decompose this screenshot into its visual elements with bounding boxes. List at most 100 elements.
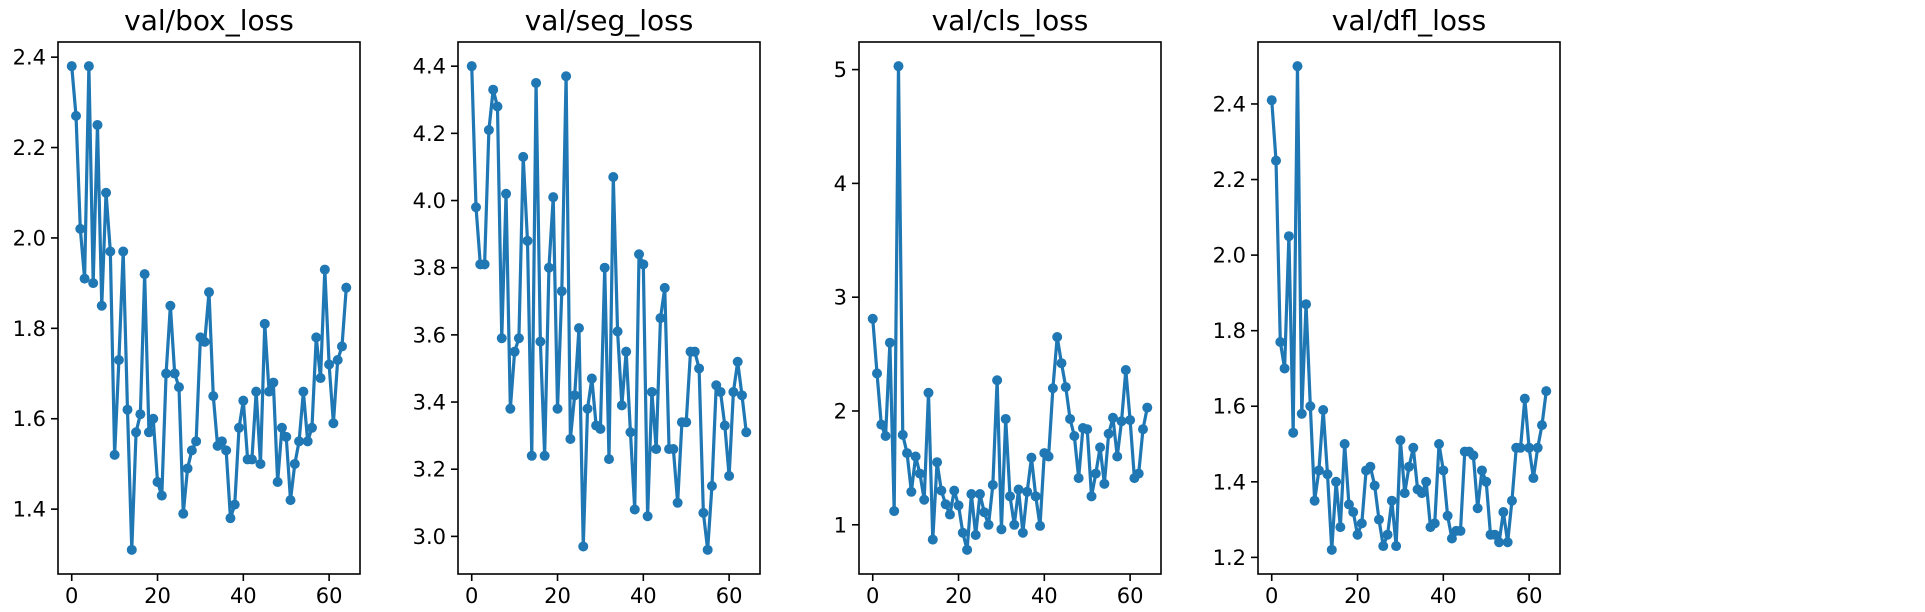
data-point [264, 386, 275, 397]
data-point [306, 422, 317, 433]
data-point [949, 485, 960, 496]
data-point [970, 530, 981, 541]
data-point [246, 454, 257, 465]
data-point [556, 286, 567, 297]
data-point [135, 409, 146, 420]
data-point [880, 431, 891, 442]
data-point [501, 188, 512, 199]
data-point [638, 259, 649, 270]
data-point [488, 84, 499, 95]
data-point [1416, 488, 1427, 499]
data-point [199, 336, 210, 347]
data-point [1013, 484, 1024, 495]
data-point [251, 386, 262, 397]
data-point [634, 249, 645, 260]
data-point [496, 333, 507, 344]
data-point [1095, 442, 1106, 453]
x-tick-label: 60 [716, 584, 743, 608]
data-point [706, 481, 717, 492]
data-point [1369, 480, 1380, 491]
data-point [289, 458, 300, 469]
y-tick-label: 1.4 [1213, 470, 1246, 494]
data-point [1275, 337, 1286, 348]
y-tick-label: 1.8 [1213, 319, 1246, 343]
data-point [1090, 468, 1101, 479]
data-point [105, 246, 116, 257]
data-point [109, 449, 120, 460]
data-point [923, 387, 934, 398]
data-point [543, 262, 554, 273]
subplot-cls-loss: val/cls_loss 1 2 3 4 5 0 20 40 60 [834, 4, 1162, 608]
data-point [728, 386, 739, 397]
x-tick-label: 0 [65, 584, 78, 608]
data-point [165, 300, 176, 311]
data-point [565, 433, 576, 444]
data-point [118, 246, 129, 257]
data-point [302, 436, 313, 447]
data-point [1279, 363, 1290, 374]
data-point [1116, 416, 1127, 427]
data-point [479, 259, 490, 270]
y-tick-label: 2.2 [1213, 168, 1246, 192]
data-point [655, 313, 666, 324]
data-point [715, 386, 726, 397]
data-point [595, 423, 606, 434]
series-line [470, 64, 748, 552]
data-point [940, 499, 951, 510]
data-point [255, 458, 266, 469]
data-point [88, 278, 99, 289]
subplot-title: val/cls_loss [932, 4, 1089, 37]
data-point [71, 110, 82, 121]
data-point [698, 507, 709, 518]
data-point [1536, 420, 1547, 431]
data-point [66, 61, 77, 72]
data-point [987, 479, 998, 490]
subplot-title: val/box_loss [124, 4, 294, 37]
x-tick-label: 0 [1265, 584, 1278, 608]
data-point [1391, 541, 1402, 552]
data-point [651, 444, 662, 455]
data-point [910, 451, 921, 462]
data-point [208, 391, 219, 402]
y-tick-label: 2.4 [1213, 92, 1246, 116]
data-point [1142, 402, 1153, 413]
data-point [936, 485, 947, 496]
data-point [1481, 476, 1492, 487]
data-point [234, 422, 245, 433]
y-tick-label: 4 [834, 172, 847, 196]
x-tick-label: 40 [1430, 584, 1457, 608]
axes-frame [57, 41, 361, 575]
data-point [221, 445, 232, 456]
subplot-title: val/dfl_loss [1332, 4, 1486, 37]
x-tick-label: 40 [630, 584, 657, 608]
data-point [1035, 520, 1046, 531]
data-point [719, 420, 730, 431]
data-point [741, 427, 752, 438]
data-point [578, 541, 589, 552]
x-tick-label: 40 [1031, 584, 1058, 608]
data-point [268, 377, 279, 388]
data-point [902, 448, 913, 459]
data-point [539, 450, 550, 461]
data-point [1288, 427, 1299, 438]
data-point [1506, 495, 1517, 506]
data-point [1313, 465, 1324, 476]
data-point [1373, 514, 1384, 525]
data-point [101, 187, 112, 198]
data-point [1404, 461, 1414, 472]
data-point [1455, 525, 1466, 536]
data-point [1434, 439, 1445, 450]
x-tick-label: 20 [1344, 584, 1371, 608]
data-point [1326, 544, 1337, 555]
series-line [70, 64, 348, 552]
y-tick-label: 1.4 [13, 498, 46, 522]
data-point [131, 427, 142, 438]
data-point [1528, 473, 1539, 484]
data-point [513, 333, 524, 344]
data-point [148, 413, 159, 424]
data-point [919, 494, 930, 505]
data-point [1065, 413, 1076, 424]
data-point [1382, 529, 1393, 540]
data-point [1120, 365, 1131, 376]
